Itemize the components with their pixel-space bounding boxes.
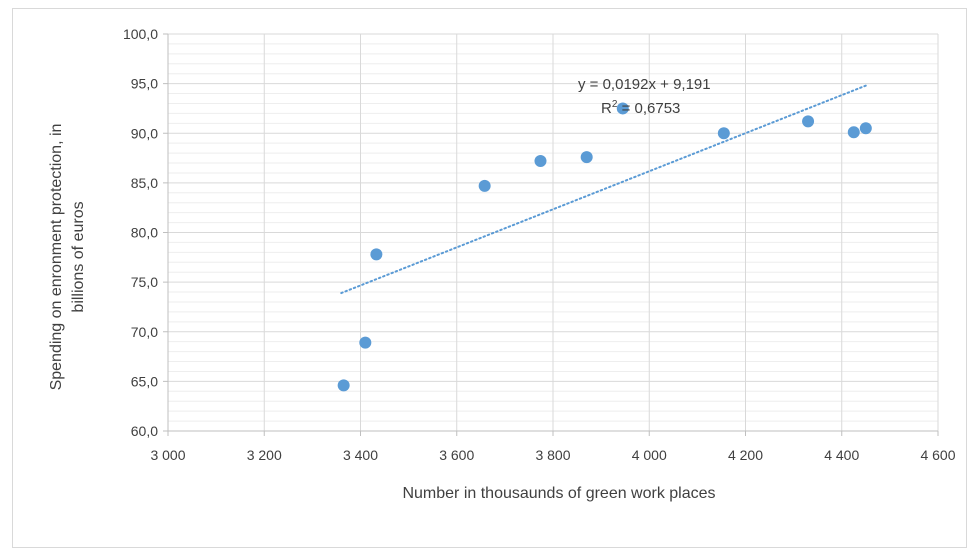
data-point [337,379,350,392]
axes [163,33,939,436]
y-tick-label: 75,0 [131,274,158,290]
major-gridlines [168,33,939,431]
x-tick-labels: 3 000 3 200 3 400 3 600 3 800 4 000 4 200 4 400… [150,447,955,463]
x-tick-label: 3 400 [343,447,378,463]
scatter-chart: 3 000 3 200 3 400 3 600 3 800 4 000 4 200 4 400… [48,26,956,502]
x-tick-label: 3 000 [150,447,185,463]
data-point [534,155,547,168]
x-tick-label: 3 200 [247,447,282,463]
data-point [859,122,872,135]
y-tick-label: 80,0 [131,225,158,241]
x-tick-label: 3 800 [535,447,570,463]
data-point [478,179,491,192]
x-tick-label: 3 600 [439,447,474,463]
trendline-r-squared: R2 = 0,6753 [601,99,680,117]
data-point [370,248,383,261]
x-tick-label: 4 600 [920,447,955,463]
y-axis-title-line-1: Spending on enronment protection, in [48,124,65,391]
trendline [340,84,867,295]
data-point [359,336,372,349]
data-point [616,102,629,115]
y-tick-label: 65,0 [131,373,158,389]
data-point [580,151,593,164]
y-tick-labels: 60,0 65,0 70,0 75,0 80,0 85,0 90,0 95,0 100,0 [123,26,158,439]
y-tick-label: 70,0 [131,324,158,340]
data-points [337,102,872,392]
y-tick-label: 60,0 [131,423,158,439]
trendline-line [340,84,867,295]
data-point [717,127,730,140]
trendline-equation: y = 0,0192x + 9,191 [578,76,711,93]
x-tick-label: 4 000 [632,447,667,463]
data-point [847,126,860,139]
y-axis-title: Spending on enronment protection, in bil… [48,124,87,391]
y-axis-title-line-2: billions of euros [70,201,87,312]
x-tick-label: 4 400 [824,447,859,463]
chart-frame: 3 000 3 200 3 400 3 600 3 800 4 000 4 200 4 400… [12,8,967,548]
y-tick-label: 100,0 [123,26,158,42]
y-tick-label: 85,0 [131,175,158,191]
x-tick-label: 4 200 [728,447,763,463]
data-point [802,115,815,128]
y-tick-label: 90,0 [131,125,158,141]
x-axis-title: Number in thousaunds of green work place… [402,485,715,502]
y-tick-label: 95,0 [131,76,158,92]
